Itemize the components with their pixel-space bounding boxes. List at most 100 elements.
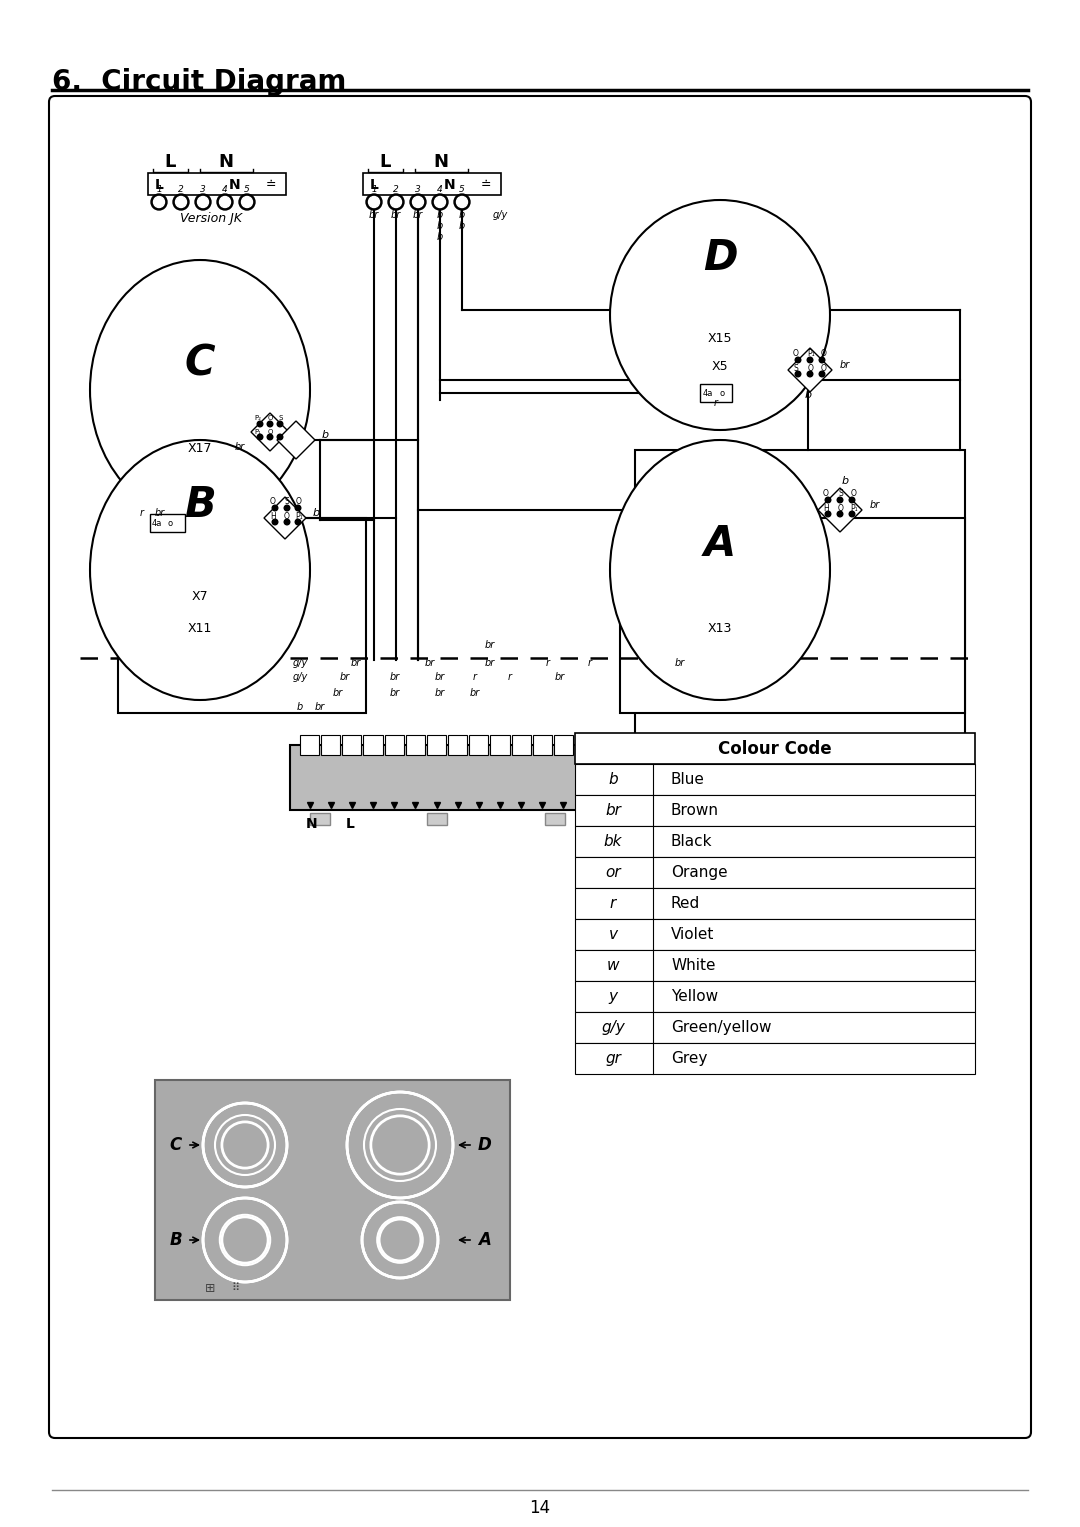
Bar (490, 734, 510, 754)
Bar (635, 450, 966, 780)
Text: X15: X15 (707, 331, 732, 345)
Text: w: w (607, 957, 619, 973)
Circle shape (272, 519, 278, 525)
Text: X13: X13 (707, 621, 732, 635)
Bar (148, 173, 286, 195)
Text: P₂: P₂ (255, 415, 261, 421)
Circle shape (820, 357, 825, 363)
Text: r: r (140, 508, 144, 518)
Text: b: b (841, 476, 849, 486)
Text: S: S (794, 363, 798, 373)
Circle shape (278, 434, 283, 440)
Circle shape (284, 519, 289, 525)
Text: r: r (610, 896, 616, 912)
Circle shape (295, 505, 301, 512)
Text: Violet: Violet (671, 927, 714, 942)
Circle shape (198, 197, 208, 208)
Text: br: br (333, 689, 343, 698)
Circle shape (219, 197, 230, 208)
Ellipse shape (90, 440, 310, 699)
Bar (512, 734, 530, 754)
Bar (575, 950, 975, 980)
Text: N: N (444, 179, 456, 192)
Circle shape (362, 1202, 438, 1278)
Circle shape (173, 194, 189, 211)
Bar (575, 919, 975, 950)
Text: D: D (478, 1136, 491, 1154)
Circle shape (837, 512, 842, 516)
Text: br: br (485, 640, 495, 651)
Text: Red: Red (671, 896, 700, 912)
Text: gr: gr (605, 1051, 621, 1066)
Text: b: b (459, 221, 465, 231)
Text: Brown: Brown (671, 803, 719, 818)
Text: r: r (588, 658, 592, 667)
Text: 4a: 4a (152, 519, 162, 527)
Ellipse shape (610, 440, 831, 699)
Text: o: o (168, 519, 173, 527)
Bar (118, 518, 366, 713)
Bar (575, 826, 975, 857)
Bar (532, 734, 552, 754)
Text: O: O (821, 350, 827, 357)
Text: Blue: Blue (671, 773, 705, 786)
Text: br: br (675, 658, 685, 667)
Text: v: v (608, 927, 618, 942)
Text: O: O (838, 504, 843, 513)
Text: Green/yellow: Green/yellow (671, 1020, 771, 1035)
Polygon shape (788, 348, 832, 392)
Ellipse shape (610, 200, 831, 431)
Text: Yellow: Yellow (671, 989, 718, 1003)
Text: O: O (793, 350, 799, 357)
Text: br: br (413, 211, 423, 220)
Text: P₁: P₁ (255, 429, 261, 435)
Text: S: S (839, 489, 843, 498)
Bar (700, 383, 732, 402)
Bar (342, 734, 362, 754)
Circle shape (203, 1199, 287, 1283)
Text: O: O (821, 363, 827, 373)
Text: P₁: P₁ (850, 504, 858, 513)
Text: A: A (704, 524, 737, 565)
Bar (554, 734, 573, 754)
Text: b: b (313, 508, 320, 518)
Text: br: br (435, 689, 445, 698)
Text: y: y (608, 989, 618, 1003)
Text: br: br (390, 689, 400, 698)
Circle shape (217, 194, 233, 211)
Circle shape (153, 197, 164, 208)
Ellipse shape (90, 260, 310, 521)
Text: r: r (508, 672, 512, 683)
Circle shape (457, 197, 468, 208)
Polygon shape (818, 489, 862, 531)
Bar (575, 980, 975, 1012)
Circle shape (195, 194, 211, 211)
Text: O: O (296, 496, 302, 505)
Bar (291, 745, 585, 809)
Text: B: B (184, 484, 216, 525)
Text: B: B (170, 1231, 183, 1249)
Circle shape (795, 371, 800, 377)
Text: g/y: g/y (602, 1020, 625, 1035)
Text: br: br (485, 658, 495, 667)
Circle shape (257, 421, 262, 428)
Text: b: b (437, 232, 443, 241)
FancyBboxPatch shape (49, 96, 1031, 1438)
Circle shape (388, 194, 404, 211)
Text: N: N (433, 153, 448, 171)
Circle shape (454, 194, 470, 211)
Circle shape (849, 512, 854, 516)
Text: A: A (478, 1231, 491, 1249)
Text: N: N (218, 153, 233, 171)
Text: L: L (370, 179, 379, 192)
Text: b: b (608, 773, 618, 786)
Text: Orange: Orange (671, 864, 728, 880)
Circle shape (807, 357, 813, 363)
Text: White: White (671, 957, 715, 973)
Circle shape (257, 434, 262, 440)
Text: L: L (346, 817, 354, 831)
Circle shape (220, 1215, 270, 1266)
Circle shape (377, 1217, 422, 1263)
Text: ⠿: ⠿ (231, 1283, 239, 1293)
Circle shape (391, 197, 402, 208)
